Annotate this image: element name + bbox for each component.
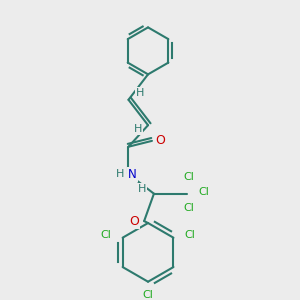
- Text: H: H: [136, 88, 144, 98]
- Text: Cl: Cl: [100, 230, 111, 240]
- Text: Cl: Cl: [142, 290, 154, 300]
- Text: H: H: [116, 169, 124, 179]
- Text: N: N: [128, 168, 137, 181]
- Text: Cl: Cl: [184, 203, 195, 213]
- Text: H: H: [138, 184, 146, 194]
- Text: O: O: [155, 134, 165, 147]
- Text: H: H: [134, 124, 142, 134]
- Text: Cl: Cl: [198, 187, 209, 197]
- Text: Cl: Cl: [184, 230, 196, 240]
- Text: O: O: [129, 214, 139, 228]
- Text: Cl: Cl: [184, 172, 195, 182]
